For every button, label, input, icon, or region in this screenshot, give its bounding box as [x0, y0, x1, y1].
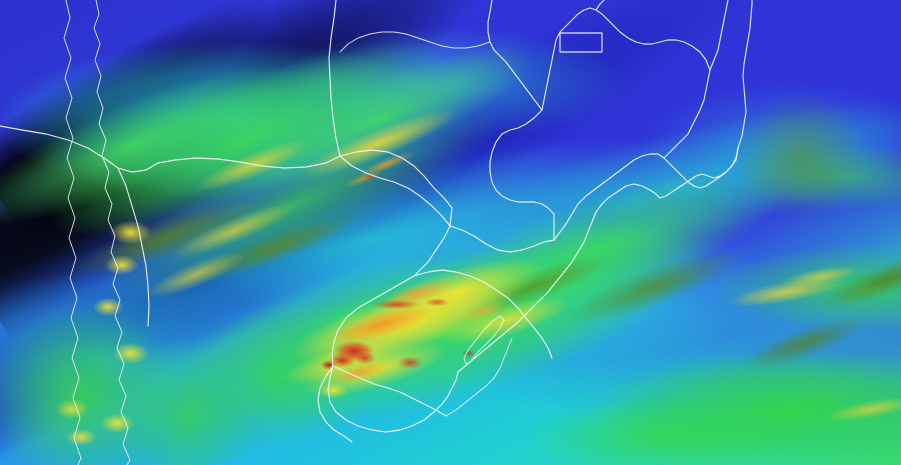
border-argentina-brazil-misiones — [413, 225, 451, 277]
border-goias-north — [595, 0, 605, 11]
lagoa-dos-patos — [463, 315, 505, 365]
border-bolivia-argentina — [0, 125, 159, 173]
border-sao-paulo — [553, 153, 665, 241]
border-paraguay-west — [328, 0, 341, 157]
border-chile-argentina — [93, 0, 131, 465]
coastline-espirito-santo — [737, 0, 753, 149]
coastline-santa-catarina — [577, 185, 627, 253]
coastline-sao-paulo-rio — [625, 147, 739, 199]
border-argentina-uruguay-brazil — [331, 275, 415, 367]
border-minas-gerais-south — [663, 69, 711, 159]
border-paraguay-brazil — [339, 149, 453, 227]
border-mato-grosso-west — [339, 31, 491, 53]
border-rs-interior — [445, 337, 513, 417]
border-goias-west — [541, 13, 579, 111]
federal-district-boundary — [559, 32, 603, 53]
border-mato-grosso-do-sul — [489, 109, 555, 241]
coastline-uruguay-plata — [327, 365, 459, 433]
border-rio-de-janeiro — [663, 147, 739, 189]
border-rs-sc — [413, 269, 553, 359]
coastline-chile-pacific — [63, 0, 82, 465]
border-bolivia-paraguay — [157, 155, 341, 169]
border-goias-minas — [577, 7, 711, 71]
border-paraguay-argentina — [339, 155, 451, 227]
river-uruguay — [317, 365, 353, 443]
border-mato-grosso-north — [487, 0, 543, 111]
border-bahia-minas — [709, 0, 729, 71]
border-uruguay-brazil — [332, 365, 447, 417]
border-brazil-south-interior — [449, 225, 555, 253]
coastline-rio-grande-do-sul — [457, 251, 579, 373]
border-argentina-interior — [117, 167, 150, 327]
